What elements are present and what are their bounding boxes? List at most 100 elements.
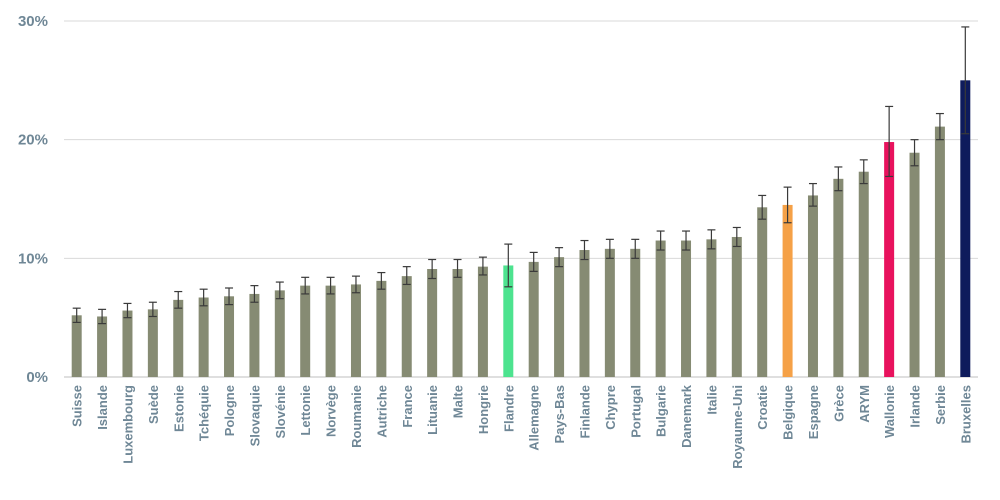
x-tick-label: Wallonie xyxy=(882,385,897,438)
error-bar xyxy=(732,226,741,248)
bar-autriche xyxy=(376,280,387,377)
x-tick-label: Suisse xyxy=(70,385,85,427)
x-tick-label: ARYM xyxy=(857,385,872,423)
error-bar xyxy=(783,186,792,224)
bar-suisse xyxy=(71,315,82,377)
error-bar xyxy=(174,290,183,309)
x-tick-label: Lituanie xyxy=(425,385,440,435)
x-tick-label: Autriche xyxy=(374,385,389,438)
error-bar xyxy=(834,166,843,192)
bar-malte xyxy=(452,269,463,377)
error-bar xyxy=(98,308,107,325)
error-bar xyxy=(656,230,665,251)
x-tick-label: Bruxelles xyxy=(958,385,973,444)
bar-espagne xyxy=(807,195,818,377)
error-bar xyxy=(631,238,640,259)
error-bar xyxy=(682,230,691,251)
error-bar xyxy=(123,302,132,319)
x-tick-label: Chypre xyxy=(603,385,618,430)
x-tick-label: Flandre xyxy=(501,385,516,432)
bar-lettonie xyxy=(300,285,311,377)
error-bar xyxy=(428,258,437,280)
bar-hongrie xyxy=(477,266,488,377)
x-tick-label: Malte xyxy=(451,385,466,418)
x-tick-label: Serbie xyxy=(933,385,948,425)
x-tick-label: Allemagne xyxy=(527,385,542,451)
x-tick-label: Luxembourg xyxy=(120,385,135,464)
bar-wallonie xyxy=(884,142,895,377)
x-tick-label: Belgique xyxy=(781,385,796,440)
x-axis-labels: Suisse Islande Luxembourg Suède Estonie Tchéq… xyxy=(70,384,974,469)
error-bar xyxy=(453,258,462,278)
y-tick-label: 20% xyxy=(18,132,48,149)
bar-bulgarie xyxy=(655,240,666,377)
bar-france xyxy=(401,276,412,377)
y-tick-label: 0% xyxy=(26,369,48,386)
bar-allemagne xyxy=(528,261,539,377)
x-tick-label: France xyxy=(400,385,415,428)
error-bar xyxy=(478,256,487,276)
x-tick-label: Slovaquie xyxy=(247,385,262,446)
x-tick-label: Royaume-Uni xyxy=(730,385,745,469)
error-bar xyxy=(351,275,360,294)
bar-slov-nie xyxy=(274,290,285,377)
bar-roumanie xyxy=(350,284,361,377)
bar-bruxelles xyxy=(960,80,971,377)
error-bars xyxy=(72,26,970,325)
bar-croatie xyxy=(757,207,768,377)
x-tick-label: Espagne xyxy=(806,385,821,439)
error-bar xyxy=(529,251,538,272)
bar-finlande xyxy=(579,250,590,377)
error-bar xyxy=(402,266,411,286)
bar-royaume-uni xyxy=(731,236,742,377)
error-bar xyxy=(199,288,208,307)
bar-chypre xyxy=(604,248,615,377)
error-bar xyxy=(808,182,817,207)
bar-pologne xyxy=(224,296,235,377)
y-tick-label: 30% xyxy=(18,13,48,30)
x-tick-label: Danemark xyxy=(679,384,694,448)
x-tick-label: Grèce xyxy=(831,385,846,422)
x-tick-label: Estonie xyxy=(171,385,186,432)
error-bar xyxy=(504,243,513,288)
x-tick-label: Lettonie xyxy=(298,385,313,436)
x-tick-label: Roumanie xyxy=(349,385,364,448)
error-bar xyxy=(377,271,386,290)
bar-gr-ce xyxy=(833,178,844,377)
bar-portugal xyxy=(630,248,641,377)
x-tick-label: Italie xyxy=(704,385,719,415)
error-bar xyxy=(935,112,944,141)
bar-arym xyxy=(858,171,869,377)
x-tick-label: Pologne xyxy=(222,385,237,436)
gridlines xyxy=(64,20,978,378)
x-tick-label: Bulgarie xyxy=(654,385,669,437)
error-bar xyxy=(885,105,894,178)
error-bar xyxy=(301,276,310,295)
bar-italie xyxy=(706,239,717,377)
error-bar xyxy=(605,238,614,259)
bar-estonie xyxy=(173,299,184,377)
error-bar xyxy=(72,307,81,324)
x-tick-label: Croatie xyxy=(755,385,770,430)
bar-danemark xyxy=(681,240,692,377)
error-bar xyxy=(961,26,970,135)
bars xyxy=(71,80,971,377)
x-tick-label: Pays-Bas xyxy=(552,385,567,444)
bar-flandre xyxy=(503,265,514,377)
x-tick-label: Islande xyxy=(95,385,110,430)
error-bar xyxy=(275,281,284,300)
x-tick-label: Suède xyxy=(146,385,161,424)
x-tick-label: Irlande xyxy=(908,385,923,428)
x-tick-label: Norvège xyxy=(324,385,339,437)
y-axis-ticks: 0% 10% 20% 30% xyxy=(18,13,48,386)
bar-serbie xyxy=(934,126,945,377)
x-tick-label: Finlande xyxy=(577,385,592,438)
bar-norv-ge xyxy=(325,285,336,377)
bar-pays-bas xyxy=(554,257,565,377)
bar-islande xyxy=(97,316,108,377)
x-tick-label: Portugal xyxy=(628,385,643,438)
bar-su-de xyxy=(147,309,158,377)
error-bar xyxy=(555,247,564,268)
error-bar xyxy=(326,276,335,295)
